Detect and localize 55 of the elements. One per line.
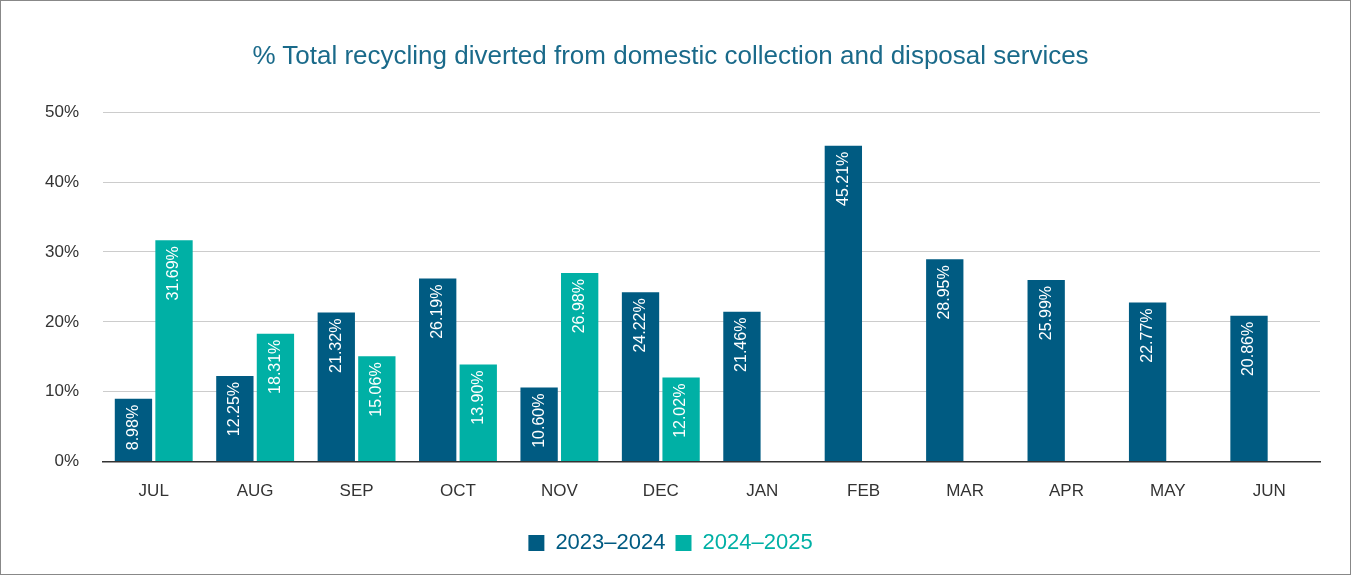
- bar: [216, 376, 254, 462]
- data-label: 15.06%: [367, 362, 385, 417]
- bar: [1230, 315, 1268, 462]
- bar: [1128, 302, 1167, 462]
- x-tick-label: SEP: [339, 481, 374, 501]
- x-tick-label: OCT: [440, 481, 476, 501]
- y-tick-label: 0%: [54, 451, 80, 471]
- legend-label: 2024–2025: [702, 529, 813, 555]
- data-label: 21.46%: [732, 317, 750, 372]
- y-tick-label: 40%: [44, 171, 80, 191]
- y-tick-label: 20%: [44, 311, 80, 331]
- y-tick-label: 30%: [44, 241, 80, 261]
- data-label: 21.32%: [326, 318, 344, 373]
- data-label: 18.31%: [265, 339, 283, 394]
- data-label: 45.21%: [833, 151, 851, 206]
- x-tick-label: MAR: [946, 481, 984, 501]
- x-tick-label: NOV: [540, 481, 579, 501]
- data-label: 12.02%: [671, 383, 689, 438]
- bar: [459, 364, 497, 462]
- data-label: 26.98%: [570, 279, 588, 334]
- data-label: 20.86%: [1239, 321, 1257, 377]
- x-tick-label: DEC: [642, 481, 679, 501]
- bar: [723, 311, 761, 462]
- x-tick-label: FEB: [847, 481, 881, 501]
- bar: [621, 292, 660, 462]
- legend-label: 2023–2024: [555, 529, 666, 555]
- x-tick-label: JUL: [138, 481, 169, 501]
- data-label: 13.90%: [468, 370, 486, 425]
- x-tick-label: MAY: [1150, 481, 1186, 501]
- bar: [256, 333, 295, 462]
- x-tick-label: APR: [1048, 481, 1084, 501]
- x-tick-label: JAN: [746, 481, 779, 501]
- bar: [358, 356, 396, 462]
- bar: [419, 278, 457, 462]
- data-label: 25.99%: [1036, 285, 1054, 341]
- data-label: 8.98%: [123, 404, 141, 451]
- data-label: 12.25%: [225, 382, 243, 437]
- bar: [824, 145, 863, 462]
- y-tick-label: 10%: [44, 381, 80, 401]
- bar: [561, 273, 599, 462]
- bar: [317, 312, 355, 462]
- data-label: 28.95%: [935, 265, 953, 320]
- y-tick-label: 50%: [44, 101, 80, 121]
- x-tick-label: AUG: [236, 481, 274, 501]
- data-label: 24.22%: [630, 298, 648, 353]
- data-label: 26.19%: [428, 284, 446, 339]
- data-label: 10.60%: [529, 393, 547, 448]
- chart-title: % Total recycling diverted from domestic collection and disposal services: [252, 39, 1089, 70]
- data-label: 31.69%: [164, 246, 182, 301]
- bar: [926, 259, 964, 462]
- bar: [1027, 279, 1065, 462]
- bar: [662, 377, 700, 462]
- bar: [155, 240, 193, 462]
- data-label: 22.77%: [1138, 308, 1155, 363]
- x-tick-label: JUN: [1252, 481, 1286, 501]
